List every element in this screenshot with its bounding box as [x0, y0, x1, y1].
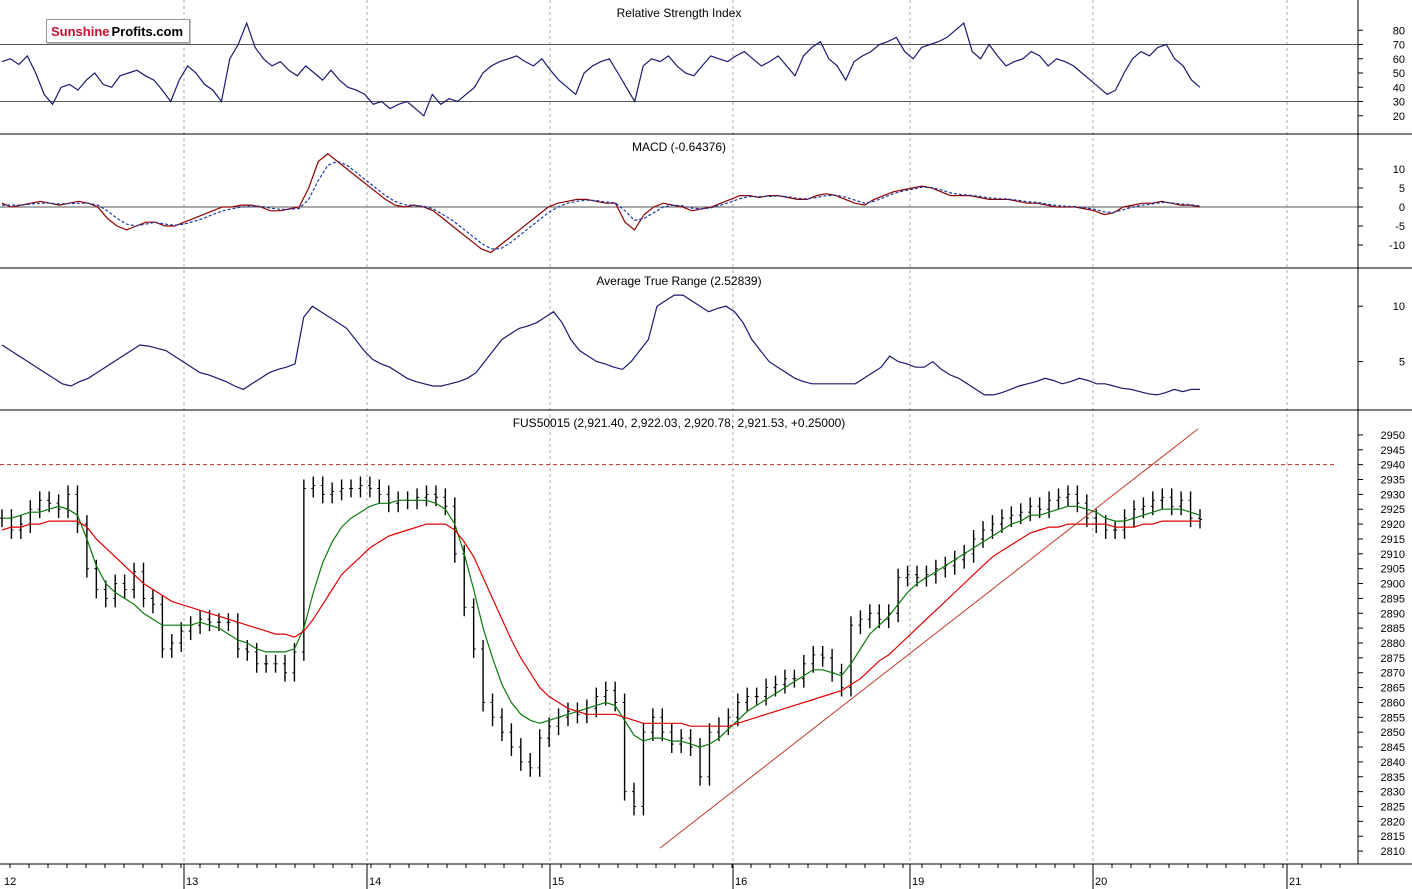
y-tick-label: 2925 [1381, 504, 1405, 516]
y-tick-label: 2910 [1381, 549, 1405, 561]
y-tick-label: 2915 [1381, 534, 1405, 546]
y-tick-label: 10 [1393, 164, 1405, 176]
y-tick-label: 2870 [1381, 668, 1405, 680]
x-tick-label: 16 [735, 876, 747, 888]
ma-long-line [1, 520, 1200, 727]
x-tick-label: 14 [369, 876, 381, 888]
x-tick-label: 15 [552, 876, 564, 888]
y-tick-label: 10 [1393, 301, 1405, 313]
y-tick-label: 60 [1393, 54, 1405, 66]
grid-layer [183, 0, 1288, 864]
y-tick-label: 2890 [1381, 608, 1405, 620]
sunshine-profits-logo[interactable]: Sunshine Profits.com [46, 19, 191, 43]
panel-title: Relative Strength Index [617, 6, 742, 20]
ma-short-line [2, 499, 1201, 748]
macd-line [1, 153, 1201, 254]
y-tick-label: 2920 [1381, 519, 1405, 531]
y-tick-label: 2815 [1381, 831, 1405, 843]
y-tick-label: 2860 [1381, 697, 1405, 709]
x-tick-label: 12 [4, 876, 16, 888]
y-tick-label: 2930 [1381, 489, 1405, 501]
series-layer [0, 21, 1358, 849]
y-tick-label: 2895 [1381, 593, 1405, 605]
y-tick-label: 2830 [1381, 787, 1405, 799]
y-tick-label: 2950 [1381, 430, 1405, 442]
y-tick-label: 20 [1393, 111, 1405, 123]
panel-title: MACD (-0.64376) [632, 140, 726, 154]
indicator-line [1, 21, 1201, 117]
y-tick-label: 2935 [1381, 475, 1405, 487]
x-tick-label: 20 [1095, 876, 1107, 888]
y-tick-label: 2835 [1381, 772, 1405, 784]
y-tick-label: 2875 [1381, 653, 1405, 665]
x-tick-label: 13 [186, 876, 198, 888]
panel-title: FUS50015 (2,921.40, 2,922.03, 2,920.78, … [513, 416, 846, 430]
y-tick-label: 2810 [1381, 846, 1405, 858]
y-tick-label: 5 [1399, 357, 1405, 369]
y-tick-label: 80 [1393, 25, 1405, 37]
y-tick-label: 2900 [1381, 579, 1405, 591]
y-tick-label: 50 [1393, 68, 1405, 80]
y-tick-label: 2845 [1381, 742, 1405, 754]
price-bars [0, 476, 1202, 816]
y-tick-label: -10 [1389, 240, 1405, 252]
y-tick-label: 30 [1393, 97, 1405, 109]
x-tick-label: 19 [912, 876, 924, 888]
y-tick-label: 2820 [1381, 816, 1405, 828]
indicator-line [1, 294, 1200, 396]
y-tick-label: 2940 [1381, 460, 1405, 472]
y-tick-label: 2855 [1381, 712, 1405, 724]
logo-part-1: Sunshine [51, 23, 110, 39]
y-tick-label: -5 [1395, 221, 1405, 233]
x-axis: 12 13 14 15 16 19 20 21 [0, 863, 1358, 889]
y-tick-label: 2880 [1381, 638, 1405, 650]
y-tick-label: 0 [1399, 202, 1405, 214]
y-tick-label: 2850 [1381, 727, 1405, 739]
signal-line [2, 160, 1201, 250]
x-tick-label: 21 [1289, 876, 1301, 888]
y-tick-label: 5 [1399, 183, 1405, 195]
y-tick-label: 70 [1393, 40, 1405, 52]
y-tick-label: 2945 [1381, 445, 1405, 457]
axes-layer: 20 30 40 50 60 70 80 -10 -5 0 5 10 5 10 2810 2815 2820 28… [1358, 25, 1405, 858]
y-tick-label: 2865 [1381, 683, 1405, 695]
panel-title: Average True Range (2.52839) [596, 274, 761, 288]
y-tick-label: 2840 [1381, 757, 1405, 769]
y-tick-label: 2885 [1381, 623, 1405, 635]
logo-part-2: Profits.com [111, 23, 184, 39]
trendline [659, 428, 1199, 849]
y-tick-label: 40 [1393, 82, 1405, 94]
panels-layer: Relative Strength Index MACD (-0.64376) Av… [0, 0, 1412, 865]
y-tick-label: 2905 [1381, 564, 1405, 576]
y-tick-label: 2825 [1381, 801, 1405, 813]
